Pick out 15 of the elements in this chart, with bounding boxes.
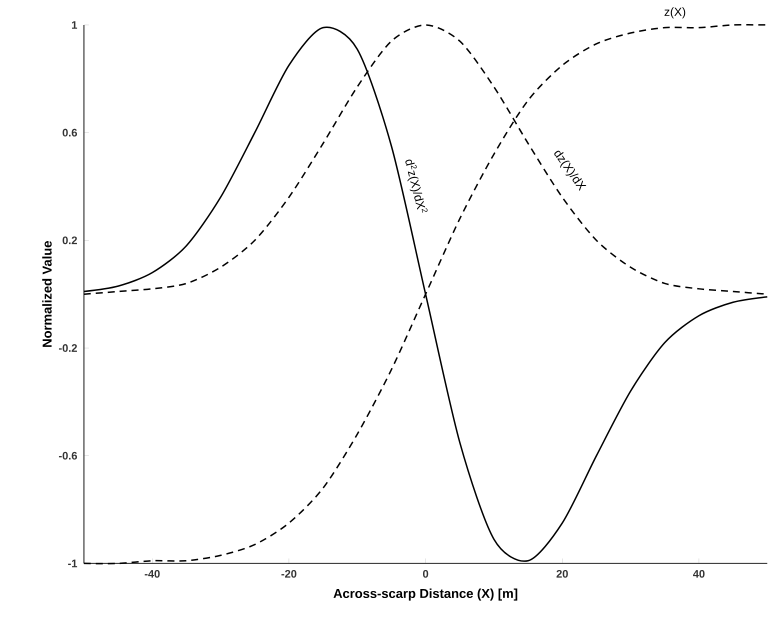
y-axis-title: Normalized Value <box>42 240 52 347</box>
text: d$^{2}$z(X)/dX$^{2}$ <box>405 159 428 213</box>
x-axis-title: Across-scarp Distance (X) [m] <box>334 588 518 600</box>
y-tick-label: 1 <box>72 21 78 29</box>
x-tick-label: -40 <box>144 570 160 578</box>
y-tick-label: 0.2 <box>62 236 77 244</box>
series-label: z(X) <box>664 7 686 18</box>
x-tick-label: -20 <box>281 570 296 578</box>
x-tick-label: 0 <box>422 570 428 578</box>
y-tick-label: -0.6 <box>58 452 78 460</box>
x-tick-label: 40 <box>693 570 705 578</box>
x-tick-label: 20 <box>556 570 568 578</box>
y-tick-label: 0.6 <box>62 128 78 136</box>
y-tick-label: -1 <box>68 559 78 568</box>
y-tick-label: -0.2 <box>58 344 77 352</box>
